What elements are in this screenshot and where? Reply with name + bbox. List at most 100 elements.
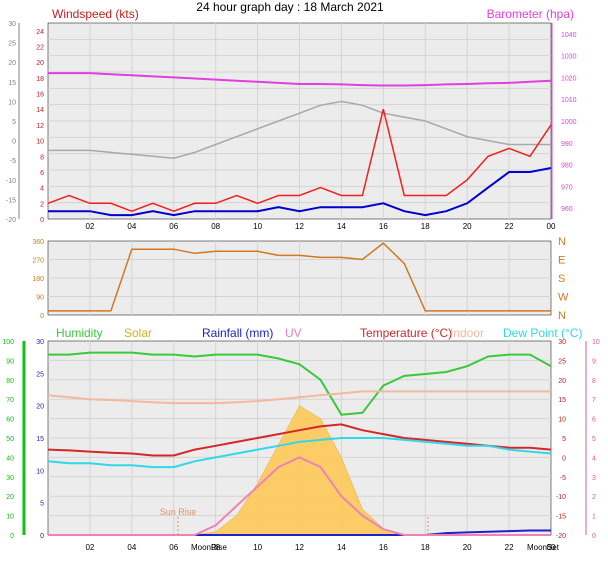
wind-tick: 8 [40, 154, 44, 161]
uv-tick: 0 [592, 533, 596, 540]
temp-scale-tick: 5 [12, 119, 16, 126]
temp-scale-tick: -20 [6, 217, 16, 224]
x-tick-label: 10 [253, 222, 262, 231]
series-temperature-line [48, 100, 551, 159]
x-tick-label: 16 [379, 543, 388, 552]
x-tick-label: 02 [85, 222, 94, 231]
x-tick-label: 08 [211, 222, 220, 231]
barometer-tick: 990 [561, 141, 573, 148]
humidity-tick: 100 [2, 339, 14, 346]
barometer-tick: 1010 [561, 97, 577, 104]
x-tick-label: 04 [127, 543, 136, 552]
temperature-tick: -15 [556, 514, 566, 521]
temp-scale-tick: 30 [8, 21, 16, 28]
barometer-tick: 970 [561, 184, 573, 191]
legend-entry: Humidity [56, 326, 103, 340]
temperature-tick: 30 [558, 339, 566, 346]
humidity-tick: 80 [6, 378, 14, 385]
temperature-tick: 15 [558, 397, 566, 404]
temperature-tick: 20 [558, 378, 566, 385]
humidity-tick: 20 [6, 494, 14, 501]
rainfall-tick: 30 [36, 339, 44, 346]
humidity-tick: 90 [6, 358, 14, 365]
direction-tick: 90 [36, 295, 44, 302]
temp-scale-tick: 25 [8, 41, 16, 48]
rainfall-tick: 15 [36, 436, 44, 443]
uv-tick: 4 [592, 455, 596, 462]
x-tick-label: 20 [463, 222, 472, 231]
series-gust-line [47, 109, 552, 213]
temp-scale-tick: 20 [8, 60, 16, 67]
series-barometer-line [48, 72, 552, 87]
compass-tick: E [558, 255, 565, 267]
compass-tick: S [558, 273, 565, 285]
direction-tick: 270 [32, 258, 44, 265]
x-tick-label: 16 [379, 222, 388, 231]
uv-tick: 2 [592, 494, 596, 501]
direction-tick: 180 [32, 276, 44, 283]
barometer-tick: 980 [561, 163, 573, 170]
humidity-tick: 0 [10, 533, 14, 540]
x-tick-label: 06 [169, 222, 178, 231]
temp-scale-tick: 10 [8, 99, 16, 106]
uv-tick: 3 [592, 475, 596, 482]
wind-tick: 14 [36, 107, 44, 114]
wind-tick: 10 [36, 139, 44, 146]
wind-tick: 24 [36, 29, 44, 36]
compass-tick: N [558, 310, 566, 322]
rainfall-tick: 5 [40, 501, 44, 508]
humidity-tick: 60 [6, 417, 14, 424]
temp-scale-tick: -10 [6, 178, 16, 185]
x-tick-label: 06 [169, 543, 178, 552]
x-tick-label: 22 [505, 222, 514, 231]
sunrise-label: Sun Rise [160, 507, 197, 517]
humidity-tick: 30 [6, 475, 14, 482]
x-tick-label: 18 [421, 543, 430, 552]
x-tick-label: 18 [421, 222, 430, 231]
barometer-axis-label: Barometer (hpa) [487, 7, 574, 21]
humidity-tick: 40 [6, 455, 14, 462]
series-temperature-c--line [47, 423, 552, 457]
temperature-tick: 10 [558, 417, 566, 424]
wind-tick: 16 [36, 92, 44, 99]
uv-tick: 8 [592, 378, 596, 385]
uv-tick: 9 [592, 358, 596, 365]
rainfall-tick: 10 [36, 468, 44, 475]
barometer-tick: 1040 [561, 32, 577, 39]
temperature-tick: 25 [558, 358, 566, 365]
temp-scale-tick: -5 [10, 158, 16, 165]
uv-tick: 5 [592, 436, 596, 443]
chart-title: 24 hour graph day : 18 March 2021 [196, 0, 384, 14]
wind-tick: 20 [36, 60, 44, 67]
legend-entry: Dew Point (°C) [503, 326, 582, 340]
wind-tick: 2 [40, 201, 44, 208]
series-uv-line [48, 456, 551, 536]
wind-tick: 6 [40, 170, 44, 177]
multi-panel: Humidity Solar Rainfall (mm) UV Temperature … [2, 326, 600, 552]
wind-tick: 22 [36, 45, 44, 52]
barometer-tick: 1000 [561, 119, 577, 126]
rainfall-tick: 0 [40, 533, 44, 540]
x-tick-label: 20 [463, 543, 472, 552]
wind-tick: 4 [40, 186, 44, 193]
legend-entry: UV [285, 326, 302, 340]
wind-tick: 18 [36, 76, 44, 83]
x-tick-label: 00 [547, 222, 556, 231]
x-tick-label: 14 [337, 543, 346, 552]
legend-entry: Indoor [450, 326, 484, 340]
uv-tick: 7 [592, 397, 596, 404]
legend-entry: Temperature (°C) [360, 326, 452, 340]
uv-tick: 10 [592, 339, 600, 346]
wind-axis-label: Windspeed (kts) [52, 7, 139, 21]
temperature-tick: -5 [560, 475, 566, 482]
barometer-tick: 1030 [561, 54, 577, 61]
temp-scale-tick: 15 [8, 80, 16, 87]
uv-tick: 1 [592, 514, 596, 521]
x-tick-label: 22 [505, 543, 514, 552]
series-direction-line [48, 242, 551, 312]
temperature-tick: -10 [556, 494, 566, 501]
humidity-tick: 50 [6, 436, 14, 443]
x-tick-label: 08 [211, 543, 220, 552]
rainfall-tick: 20 [36, 404, 44, 411]
